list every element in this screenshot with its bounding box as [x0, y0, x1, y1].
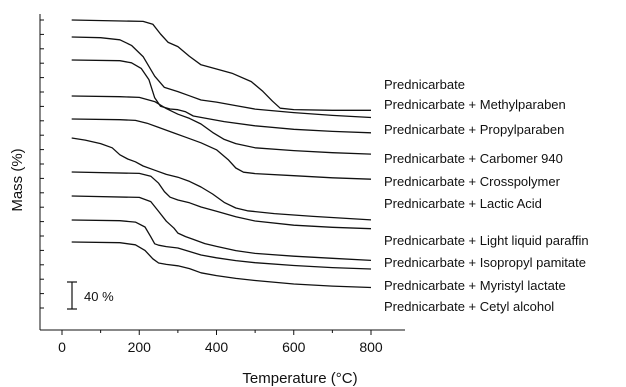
- y-axis-title: Mass (%): [9, 148, 26, 211]
- x-axis-ticks: 0 200 400 600 800: [58, 330, 383, 355]
- y-axis-minor-ticks: [40, 19, 44, 309]
- tga-curve: [71, 137, 372, 221]
- series-label: Prednicarbate + Lactic Acid: [384, 196, 542, 211]
- series-label: Prednicarbate + Cetyl alcohol: [384, 299, 554, 314]
- tga-curve: [71, 195, 372, 262]
- series-label: Prednicarbate + Light liquid paraffin: [384, 233, 589, 248]
- series-label: Prednicarbate + Carbomer 940: [384, 151, 563, 166]
- series-label: Prednicarbate + Crosspolymer: [384, 174, 561, 189]
- tga-curve: [71, 36, 372, 119]
- x-tick-label: 200: [128, 339, 152, 355]
- x-tick-label: 600: [282, 339, 306, 355]
- series-label: Prednicarbate + Propylparaben: [384, 122, 564, 137]
- tga-curve: [71, 118, 372, 180]
- x-axis-title: Temperature (°C): [242, 370, 357, 387]
- series-label: Prednicarbate: [384, 77, 465, 92]
- scale-bar-label: 40 %: [84, 289, 114, 304]
- tga-curve: [71, 95, 372, 155]
- tga-curve: [71, 19, 371, 111]
- series-label: Prednicarbate + Isopropyl pamitate: [384, 255, 586, 270]
- series-label-group: Prednicarbate Prednicarbate + Methylparab…: [384, 77, 589, 314]
- x-tick-label: 800: [359, 339, 383, 355]
- tga-curve: [71, 241, 372, 289]
- series-label: Prednicarbate + Methylparaben: [384, 97, 566, 112]
- tga-curve: [71, 219, 372, 270]
- x-tick-label: 400: [205, 339, 229, 355]
- curve-group: [71, 19, 372, 289]
- series-label: Prednicarbate + Myristyl lactate: [384, 278, 566, 293]
- tga-curve: [71, 171, 372, 230]
- x-tick-label: 0: [58, 339, 66, 355]
- tga-curve: [71, 59, 372, 134]
- scale-bar: 40 %: [67, 281, 114, 310]
